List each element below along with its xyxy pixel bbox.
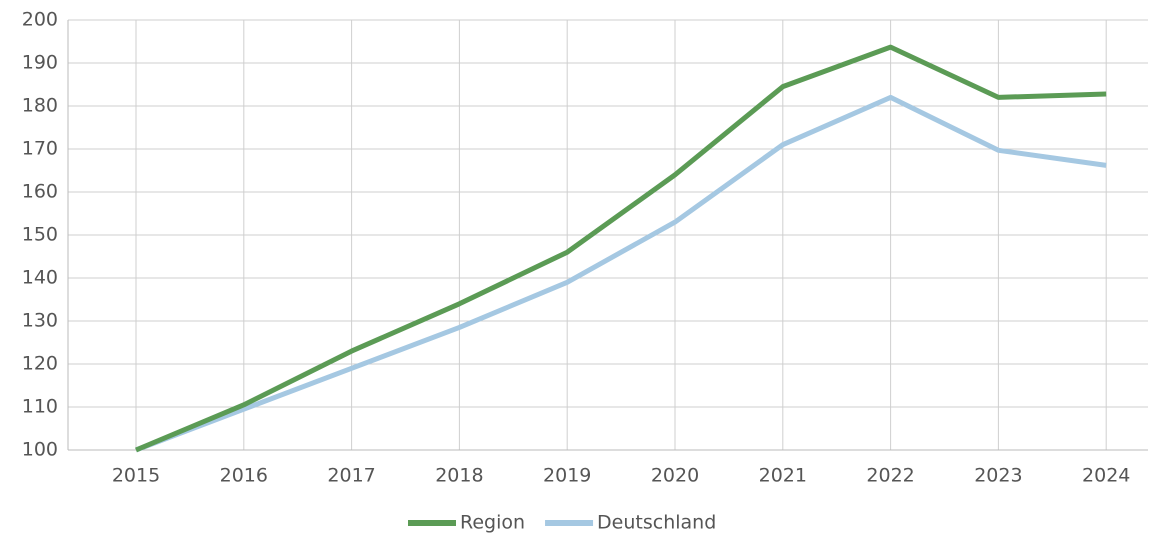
y-tick-label: 140 <box>22 267 58 289</box>
y-tick-label: 160 <box>22 181 58 203</box>
y-tick-label: 170 <box>22 138 58 160</box>
x-tick-label: 2022 <box>866 465 914 487</box>
legend-label: Region <box>460 512 525 534</box>
x-tick-label: 2023 <box>974 465 1022 487</box>
y-tick-label: 180 <box>22 95 58 117</box>
x-tick-label: 2016 <box>220 465 268 487</box>
x-tick-label: 2020 <box>651 465 699 487</box>
y-tick-label: 100 <box>22 439 58 461</box>
y-tick-label: 130 <box>22 310 58 332</box>
x-tick-label: 2021 <box>759 465 807 487</box>
x-tick-label: 2018 <box>435 465 483 487</box>
legend-label: Deutschland <box>597 512 716 534</box>
x-tick-label: 2019 <box>543 465 591 487</box>
x-tick-label: 2024 <box>1082 465 1130 487</box>
y-tick-label: 120 <box>22 353 58 375</box>
x-tick-label: 2015 <box>112 465 160 487</box>
y-tick-label: 190 <box>22 52 58 74</box>
series-line <box>135 94 1107 453</box>
y-tick-label: 200 <box>22 9 58 31</box>
y-tick-label: 110 <box>22 396 58 418</box>
x-tick-label: 2017 <box>327 465 375 487</box>
series-line <box>135 44 1107 453</box>
y-tick-label: 150 <box>22 224 58 246</box>
